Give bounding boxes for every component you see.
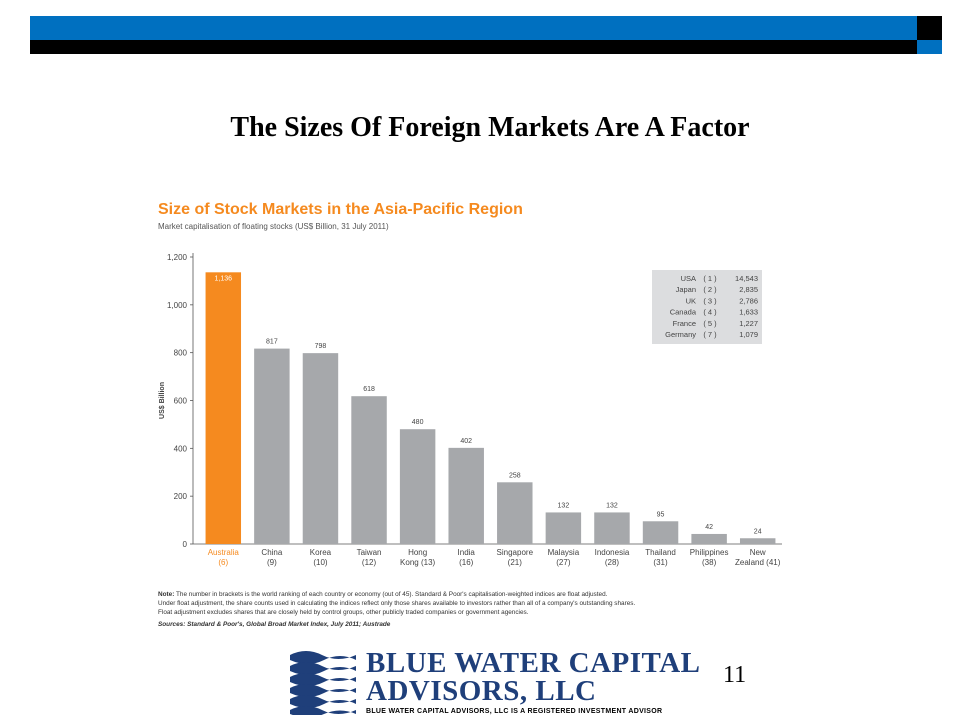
corner-square-blue: [917, 40, 942, 54]
inset-rank: ( 5 ): [703, 319, 717, 328]
logo-tagline: BLUE WATER CAPITAL ADVISORS, LLC IS A RE…: [366, 708, 663, 715]
wave-logo-icon: [290, 651, 356, 715]
inset-value: 14,543: [735, 274, 758, 283]
inset-rank: ( 4 ): [703, 308, 717, 317]
bar-value-label: 132: [606, 502, 618, 509]
inset-country: Germany: [665, 330, 696, 339]
x-tick-label: Malaysia: [548, 548, 580, 557]
inset-country: France: [673, 319, 696, 328]
chart-note-line: Float adjustment excludes shares that ar…: [158, 609, 529, 616]
x-tick-rank: (21): [508, 558, 523, 567]
bar-value-label: 618: [363, 386, 375, 393]
bar-philippines: [691, 533, 727, 544]
x-tick-label: Hong: [408, 548, 427, 557]
y-tick-label: 600: [174, 397, 188, 406]
corner-square-black: [917, 16, 942, 40]
inset-country: UK: [686, 296, 696, 305]
x-tick-label: India: [458, 548, 476, 557]
chart-note: Note: The number in brackets is the worl…: [158, 591, 608, 598]
chart-title: Size of Stock Markets in the Asia-Pacifi…: [158, 201, 523, 218]
page-number: 11: [723, 662, 747, 688]
bar-korea: [302, 353, 339, 544]
chart-sources: Sources: Standard & Poor's, Global Broad…: [158, 621, 391, 628]
y-tick-label: 800: [174, 349, 188, 358]
x-tick-label: Taiwan: [357, 548, 382, 557]
inset-value: 1,227: [739, 319, 758, 328]
bar-value-label: 258: [509, 472, 521, 479]
y-tick-label: 1,000: [167, 301, 188, 310]
bar-value-label: 817: [266, 339, 278, 346]
bar-indonesia: [594, 512, 630, 544]
note-line: The number in brackets is the world rank…: [174, 591, 607, 598]
bar-new: [739, 538, 776, 544]
bar-value-label: 798: [315, 343, 327, 350]
y-tick-label: 400: [174, 444, 188, 453]
bar-value-label: 402: [460, 438, 472, 445]
bar-value-label: 95: [657, 511, 665, 518]
logo-line1: BLUE WATER CAPITAL: [366, 647, 701, 679]
x-tick-label: China: [261, 548, 282, 557]
inset-country: Japan: [676, 285, 696, 294]
x-tick-label: Australia: [208, 548, 240, 557]
inset-country: USA: [681, 274, 696, 283]
x-tick-rank: (28): [605, 558, 620, 567]
chart-note-line: Under float adjustment, the share counts…: [158, 600, 635, 607]
note-label: Note:: [158, 591, 174, 598]
x-tick-rank: Zealand (41): [735, 558, 781, 567]
inset-country: Canada: [670, 308, 697, 317]
inset-value: 1,633: [739, 308, 758, 317]
bar-value-label: 24: [754, 528, 762, 535]
bar-value-label: 42: [705, 524, 713, 531]
x-tick-rank: (38): [702, 558, 717, 567]
bar-taiwan: [351, 396, 387, 544]
bar-singapore: [497, 482, 533, 544]
y-tick-label: 1,200: [167, 253, 188, 262]
x-tick-label: Korea: [310, 548, 332, 557]
y-axis-label: US$ Billion: [159, 382, 166, 419]
asia-pacific-bar-chart: Size of Stock Markets in the Asia-Pacifi…: [158, 201, 782, 628]
bar-value-label: 1,136: [215, 275, 233, 282]
bar-malaysia: [545, 512, 582, 544]
x-tick-label: Thailand: [645, 548, 676, 557]
top-bar-black: [30, 40, 917, 54]
x-tick-label: Indonesia: [595, 548, 630, 557]
inset-value: 2,786: [739, 296, 758, 305]
inset-table-bg: [652, 270, 762, 344]
x-tick-rank: (12): [362, 558, 377, 567]
x-tick-rank: (31): [653, 558, 668, 567]
y-tick-label: 0: [183, 540, 188, 549]
logo-line2: ADVISORS, LLC: [366, 675, 597, 707]
x-tick-rank: Kong (13): [400, 558, 435, 567]
bar-india: [448, 447, 484, 544]
bar-hong: [399, 429, 436, 544]
company-logo: BLUE WATER CAPITAL ADVISORS, LLC BLUE WA…: [288, 645, 700, 720]
top-bar-blue: [30, 16, 917, 40]
chart-subtitle: Market capitalisation of floating stocks…: [158, 222, 389, 231]
x-tick-rank: (16): [459, 558, 474, 567]
x-tick-label: New: [750, 548, 766, 557]
inset-rank: ( 1 ): [703, 274, 717, 283]
x-tick-rank: (6): [218, 558, 228, 567]
bar-australia: [205, 272, 242, 544]
bar-value-label: 132: [558, 502, 570, 509]
inset-rank: ( 3 ): [703, 296, 717, 305]
slide-title: The Sizes Of Foreign Markets Are A Facto…: [230, 112, 750, 143]
y-tick-label: 200: [174, 492, 188, 501]
bar-value-label: 480: [412, 419, 424, 426]
x-tick-label: Singapore: [497, 548, 534, 557]
inset-rank: ( 7 ): [703, 330, 717, 339]
inset-rank: ( 2 ): [703, 285, 717, 294]
inset-value: 2,835: [739, 285, 758, 294]
x-tick-label: Philippines: [690, 548, 729, 557]
x-tick-rank: (9): [267, 558, 277, 567]
x-tick-rank: (10): [313, 558, 328, 567]
bar-china: [254, 348, 290, 544]
bar-thailand: [642, 521, 679, 544]
inset-value: 1,079: [739, 330, 758, 339]
x-tick-rank: (27): [556, 558, 571, 567]
